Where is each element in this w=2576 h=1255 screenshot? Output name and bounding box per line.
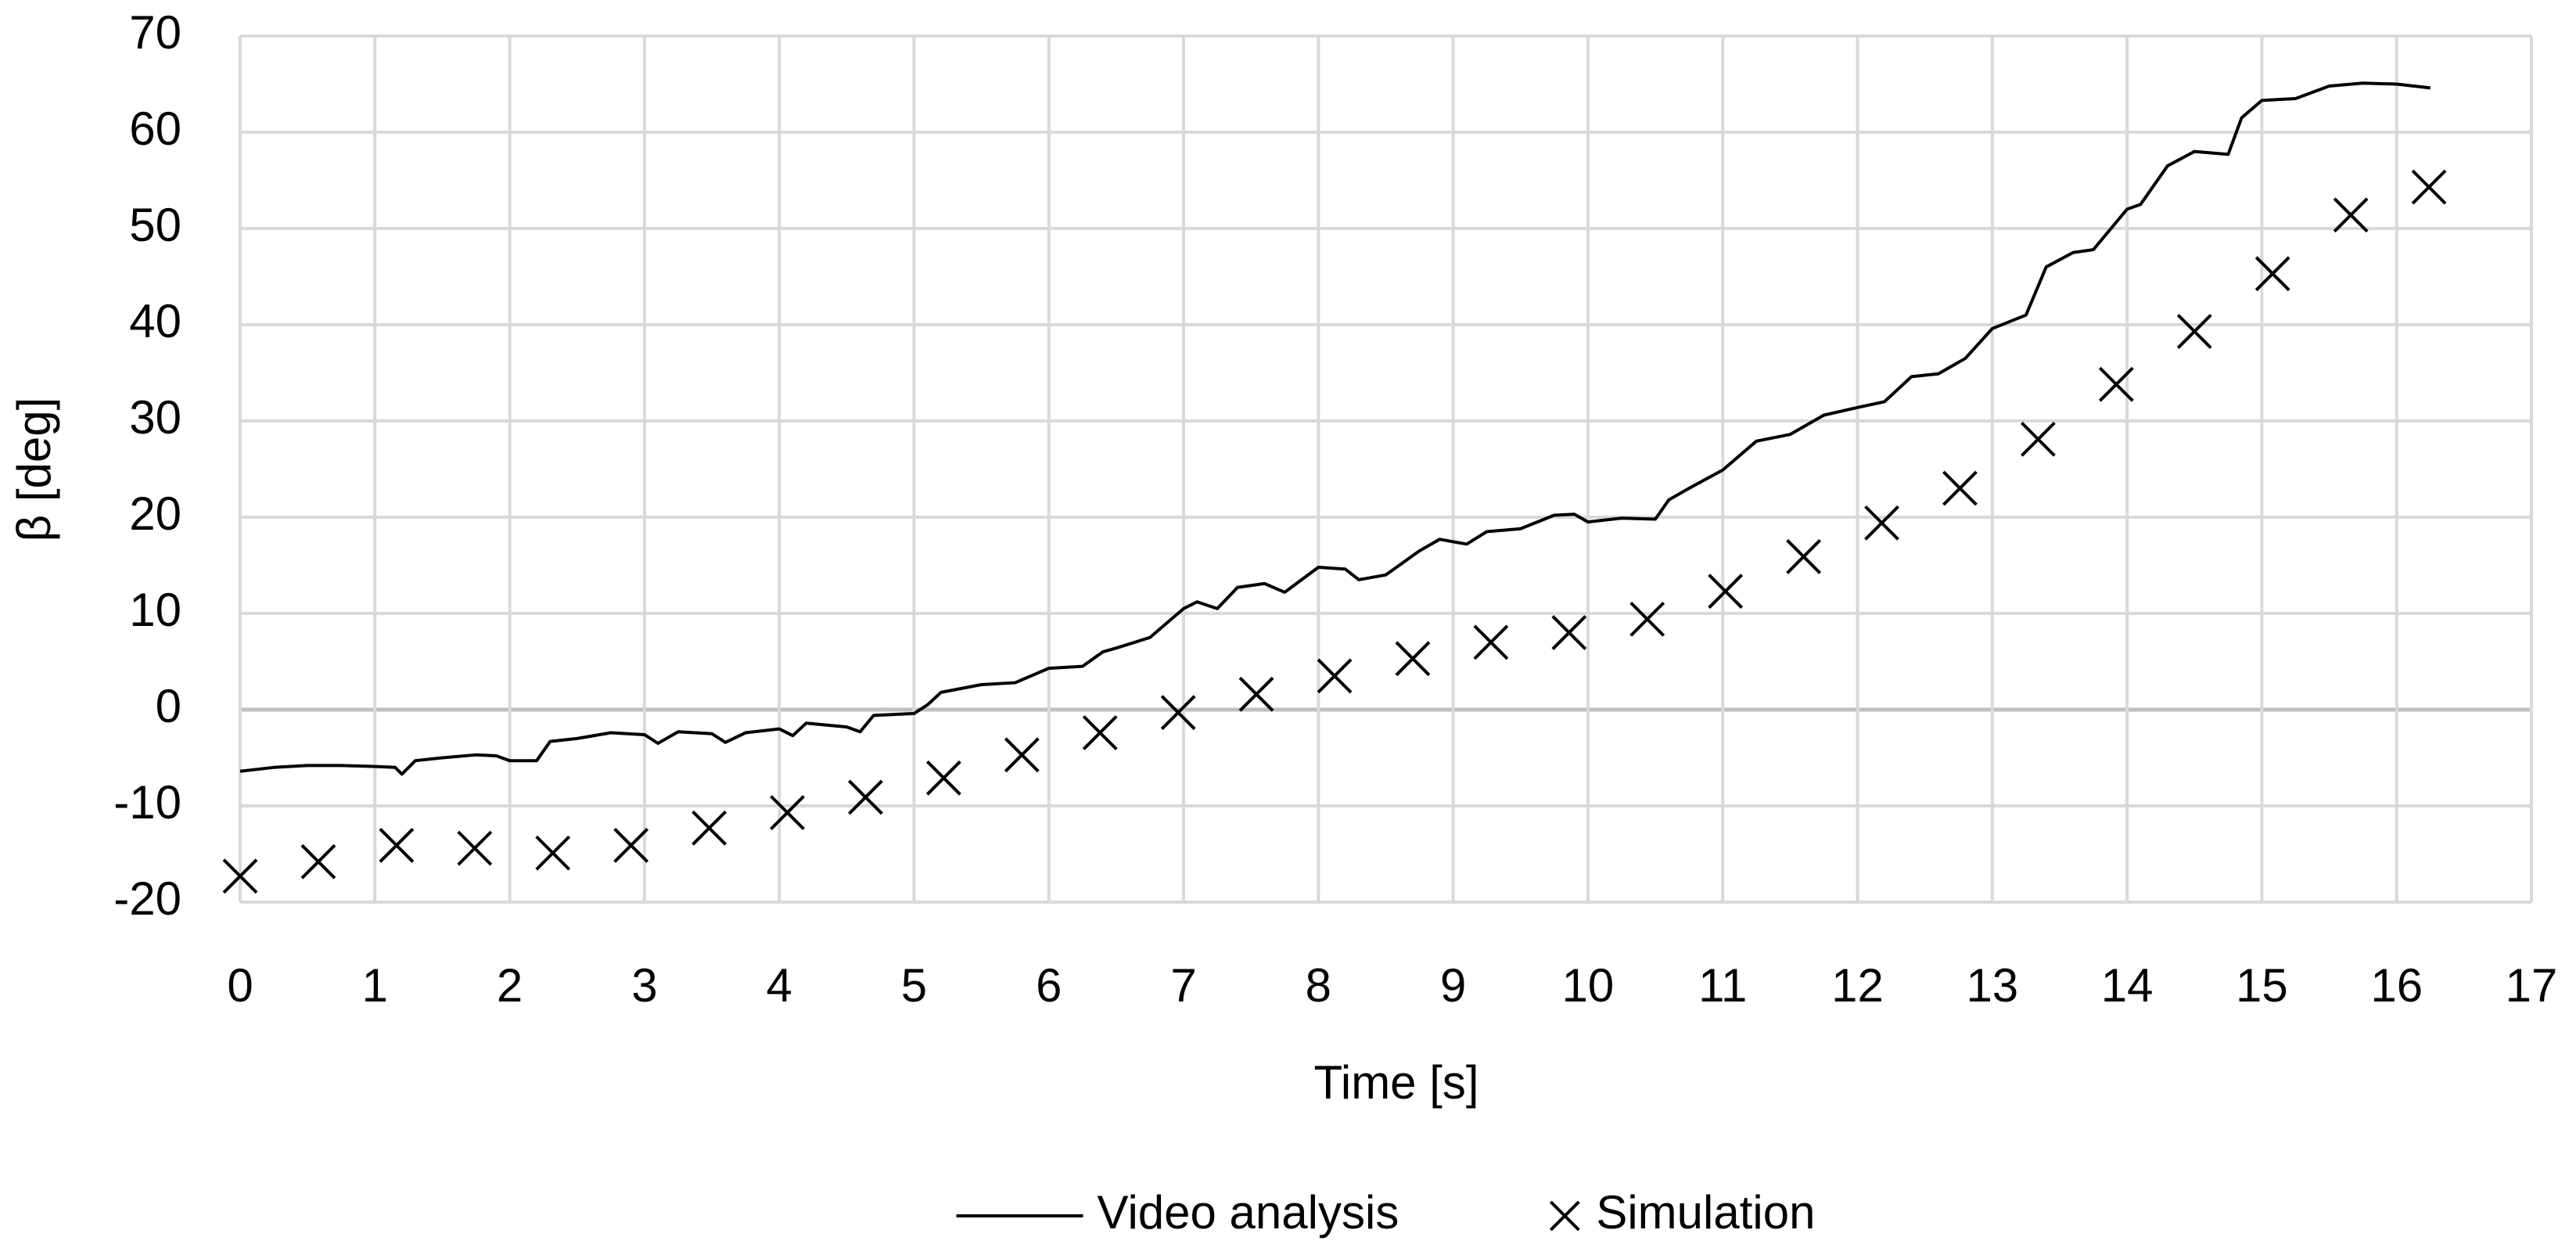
- x-tick-label: 3: [631, 959, 657, 1012]
- x-tick-label: 9: [1440, 959, 1466, 1012]
- point: [1473, 624, 1509, 660]
- y-tick-label: -10: [113, 776, 181, 829]
- point: [2098, 366, 2134, 402]
- point: [1238, 676, 1274, 712]
- point: [2411, 169, 2447, 205]
- x-tick-label: 8: [1306, 959, 1331, 1012]
- y-tick-label: 30: [129, 391, 181, 444]
- point: [1551, 615, 1587, 651]
- point: [457, 830, 493, 866]
- point: [1317, 658, 1353, 694]
- point: [1864, 505, 1899, 541]
- legend-label: Video analysis: [1098, 1186, 1399, 1239]
- y-tick-label: -20: [113, 872, 181, 925]
- y-tick-label: 0: [156, 680, 181, 732]
- x-tick-label: 1: [362, 959, 388, 1012]
- y-axis-title: β [deg]: [8, 397, 60, 542]
- x-tick-label: 17: [2506, 959, 2558, 1012]
- legend: Video analysis Simulation: [956, 1186, 1815, 1239]
- point: [222, 858, 258, 894]
- x-tick-label: 0: [227, 959, 253, 1012]
- point: [535, 835, 571, 871]
- line: [239, 81, 2431, 776]
- point: [1708, 574, 1744, 610]
- point: [2254, 256, 2290, 292]
- y-tick-label: 40: [129, 295, 181, 347]
- point: [770, 795, 805, 831]
- legend-symbol: [1549, 1200, 1580, 1232]
- legend-label: Simulation: [1596, 1186, 1815, 1239]
- point: [300, 843, 336, 879]
- y-tick-label: 60: [129, 102, 181, 155]
- x-axis-title: Time [s]: [1313, 1056, 1478, 1109]
- x-tick-label: 14: [2101, 959, 2154, 1012]
- x-tick-label: 5: [901, 959, 927, 1012]
- y-tick-label: 50: [129, 199, 181, 251]
- point: [2333, 197, 2369, 233]
- plot-area: [222, 81, 2447, 894]
- y-tick-label: 10: [129, 584, 181, 636]
- x-tick-label: 10: [1562, 959, 1615, 1012]
- point: [2020, 421, 2056, 457]
- point: [613, 828, 649, 863]
- point: [1629, 601, 1665, 637]
- y-tick-label: 70: [129, 6, 181, 59]
- point: [1004, 737, 1040, 773]
- x-tick-label: 15: [2236, 959, 2288, 1012]
- x-tick-label: 6: [1036, 959, 1062, 1012]
- x-tick-label: 13: [1966, 959, 2018, 1012]
- point: [925, 760, 961, 796]
- x-tick-label: 11: [1698, 959, 1747, 1012]
- x-tick-label: 4: [766, 959, 792, 1012]
- point: [1942, 470, 1978, 506]
- point: [379, 828, 415, 863]
- point: [1082, 715, 1118, 750]
- x-tick-label: 2: [497, 959, 523, 1012]
- point: [848, 779, 883, 815]
- point: [2176, 314, 2212, 350]
- x-tick-label: 16: [2370, 959, 2423, 1012]
- x-tick-label: 7: [1170, 959, 1196, 1012]
- x-tick-label: 12: [1831, 959, 1884, 1012]
- point: [1786, 539, 1822, 574]
- point: [1160, 695, 1196, 731]
- point: [692, 810, 727, 846]
- y-tick-label: 20: [129, 487, 181, 540]
- point: [1395, 641, 1431, 677]
